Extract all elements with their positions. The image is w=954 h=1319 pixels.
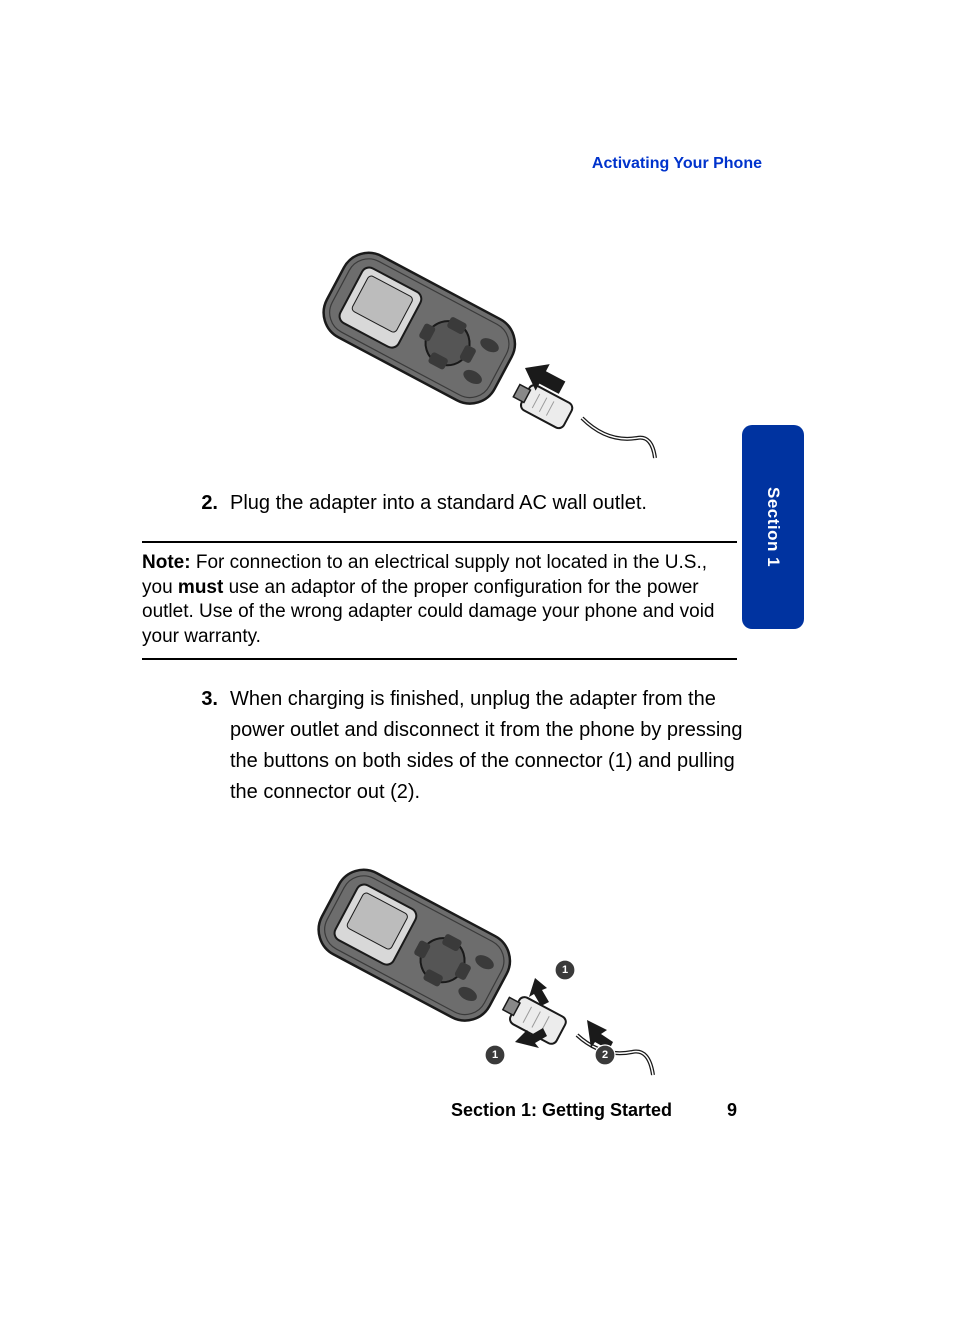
footer-section-title: Section 1: Getting Started	[451, 1100, 672, 1120]
page-content: Activating Your Phone	[142, 155, 812, 1105]
page-footer: Section 1: Getting Started 9	[142, 1100, 737, 1121]
step-2-text: Plug the adapter into a standard AC wall…	[230, 488, 812, 519]
footer-page-number: 9	[727, 1100, 737, 1121]
figure-unplug: 1 1 2	[297, 830, 657, 1080]
note-text-2: use an adaptor of the proper configurati…	[142, 577, 715, 647]
callout-1b: 1	[492, 1049, 498, 1061]
header-section-link[interactable]: Activating Your Phone	[142, 155, 812, 173]
callout-2: 2	[602, 1049, 608, 1061]
callout-1a: 1	[562, 964, 568, 976]
side-tab[interactable]: Section 1	[742, 425, 804, 629]
note-must: must	[178, 577, 223, 598]
step-3: 3. When charging is finished, unplug the…	[142, 684, 812, 808]
side-tab-label: Section 1	[763, 487, 783, 567]
note-label: Note:	[142, 552, 191, 573]
step-3-text: When charging is finished, unplug the ad…	[230, 684, 812, 808]
step-2: 2. Plug the adapter into a standard AC w…	[142, 488, 812, 519]
figure-plug-in	[297, 213, 657, 463]
step-2-number: 2.	[142, 488, 230, 519]
note-block: Note: For connection to an electrical su…	[142, 541, 737, 660]
step-3-number: 3.	[142, 684, 230, 808]
